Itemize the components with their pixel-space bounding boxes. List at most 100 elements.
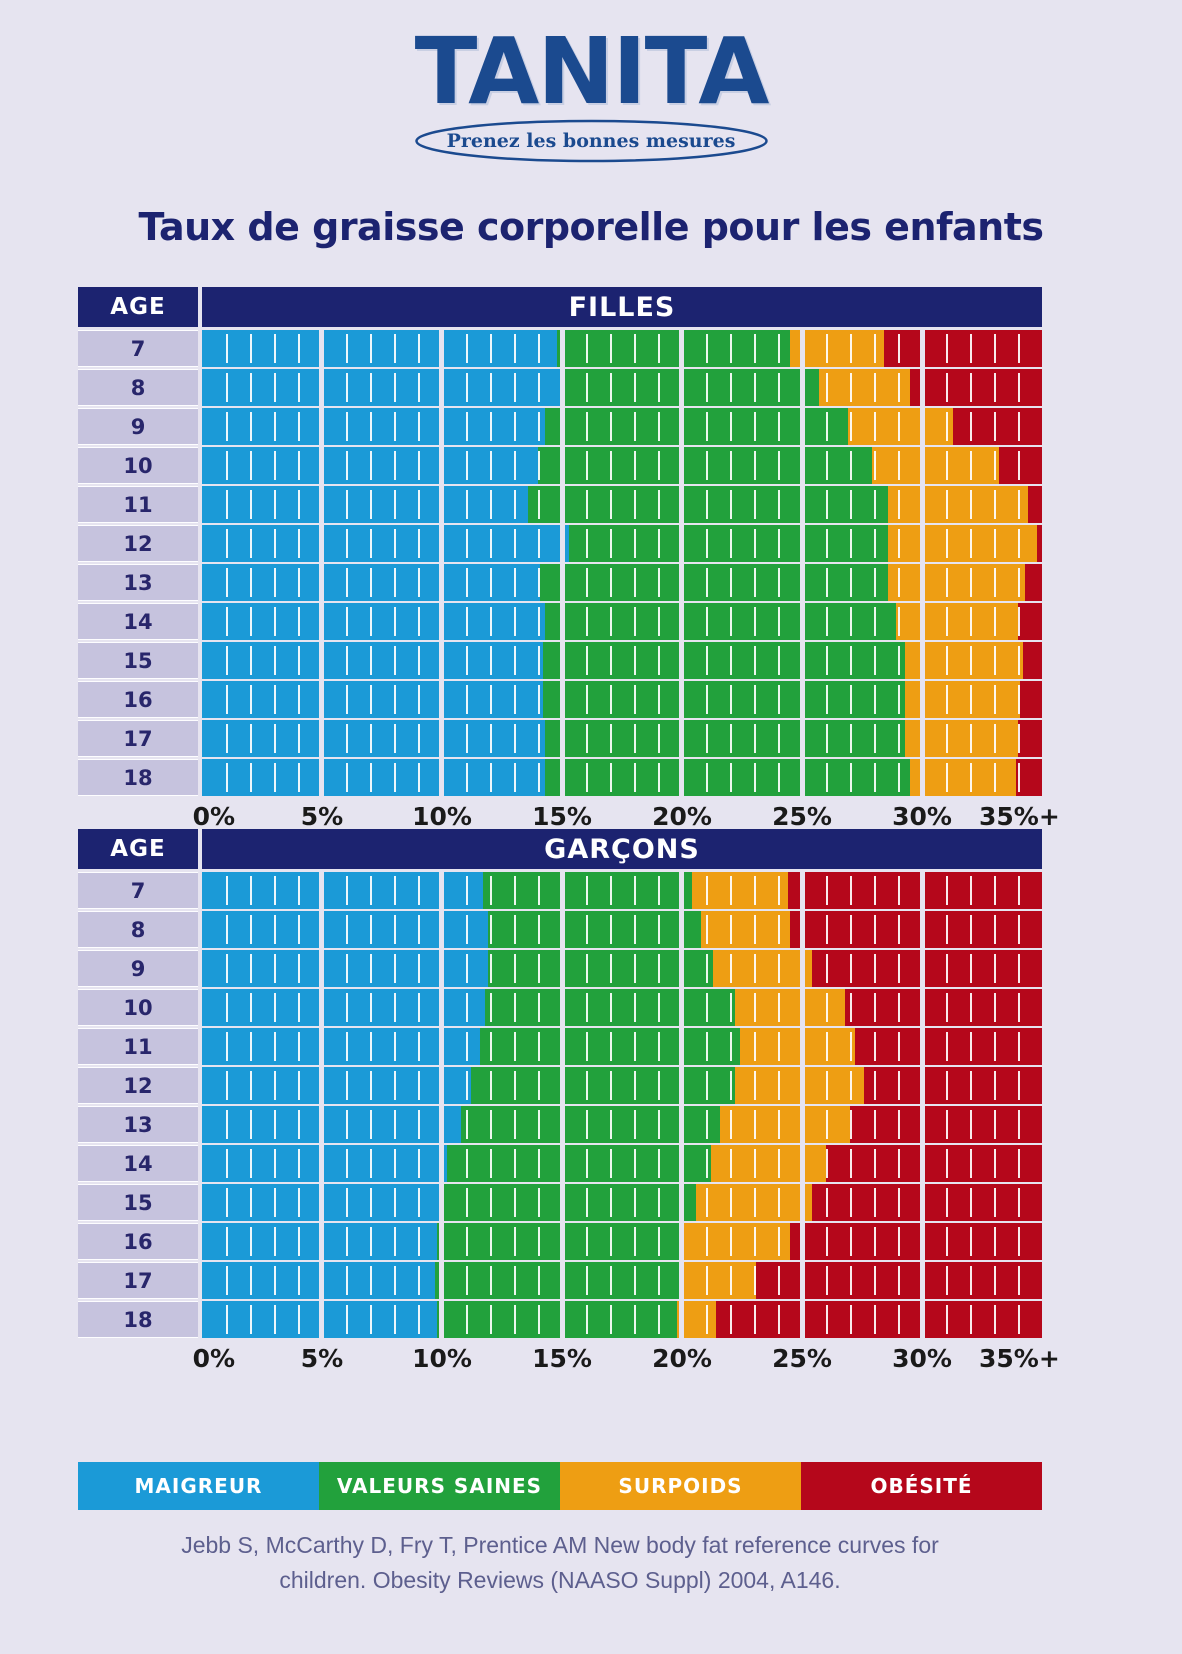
chart-girls-age-header: AGE bbox=[78, 287, 198, 327]
body-fat-bar bbox=[202, 681, 1042, 718]
block-separator bbox=[319, 1145, 325, 1182]
logo-tagline: Prenez les bonnes mesures bbox=[446, 130, 736, 153]
row-age-label: 16 bbox=[78, 681, 198, 718]
block-separator bbox=[679, 1223, 685, 1260]
axis-tick-label: 20% bbox=[652, 1344, 712, 1373]
block-separator bbox=[439, 1262, 445, 1299]
block-separator bbox=[799, 447, 805, 484]
block-separator bbox=[559, 1067, 565, 1104]
row-age-label: 17 bbox=[78, 1262, 198, 1299]
block-separator bbox=[919, 525, 925, 562]
block-separator bbox=[799, 989, 805, 1026]
block-separator bbox=[439, 720, 445, 757]
segment-obese bbox=[854, 1028, 1042, 1065]
segment-underweight bbox=[202, 408, 546, 445]
block-separator bbox=[439, 1145, 445, 1182]
block-separator bbox=[679, 1262, 685, 1299]
segment-underweight bbox=[202, 486, 529, 523]
body-fat-bar bbox=[202, 642, 1042, 679]
axis-tick-label: 35%+ bbox=[978, 1344, 1060, 1373]
block-separator bbox=[439, 642, 445, 679]
block-separator bbox=[319, 408, 325, 445]
table-row: 12 bbox=[78, 1067, 1042, 1104]
block-separator bbox=[439, 872, 445, 909]
segment-underweight bbox=[202, 603, 546, 640]
block-separator bbox=[559, 759, 565, 796]
block-separator bbox=[439, 681, 445, 718]
segment-healthy bbox=[485, 989, 735, 1026]
block-separator bbox=[319, 759, 325, 796]
row-age-label: 10 bbox=[78, 447, 198, 484]
block-separator bbox=[559, 1223, 565, 1260]
chart-boys-header: AGE GARÇONS bbox=[78, 829, 1042, 869]
block-separator bbox=[679, 447, 685, 484]
segment-underweight bbox=[202, 1028, 481, 1065]
segment-healthy bbox=[545, 603, 896, 640]
segment-obese bbox=[864, 1067, 1042, 1104]
segment-overweight bbox=[710, 1145, 826, 1182]
block-separator bbox=[679, 1028, 685, 1065]
block-separator bbox=[679, 642, 685, 679]
segment-obese bbox=[1025, 564, 1042, 601]
block-separator bbox=[559, 989, 565, 1026]
row-age-label: 7 bbox=[78, 330, 198, 367]
legend-item-maigreur: MAIGREUR bbox=[78, 1462, 319, 1510]
body-fat-bar bbox=[202, 1106, 1042, 1143]
block-separator bbox=[319, 525, 325, 562]
block-separator bbox=[559, 681, 565, 718]
block-separator bbox=[919, 1223, 925, 1260]
block-separator bbox=[679, 369, 685, 406]
body-fat-bar bbox=[202, 408, 1042, 445]
segment-obese bbox=[715, 1301, 1042, 1338]
body-fat-bar bbox=[202, 564, 1042, 601]
table-row: 16 bbox=[78, 681, 1042, 718]
segment-obese bbox=[953, 408, 1042, 445]
block-separator bbox=[919, 447, 925, 484]
row-age-label: 17 bbox=[78, 720, 198, 757]
axis-tick-label: 5% bbox=[300, 802, 344, 831]
tanita-logo: TANITA Prenez les bonnes mesures bbox=[0, 25, 1182, 163]
block-separator bbox=[919, 1067, 925, 1104]
segment-underweight bbox=[202, 989, 486, 1026]
segment-overweight bbox=[701, 911, 790, 948]
block-separator bbox=[319, 330, 325, 367]
block-separator bbox=[799, 369, 805, 406]
table-row: 10 bbox=[78, 447, 1042, 484]
block-separator bbox=[919, 486, 925, 523]
table-row: 15 bbox=[78, 1184, 1042, 1221]
segment-healthy bbox=[542, 642, 906, 679]
row-age-label: 8 bbox=[78, 369, 198, 406]
axis-tick-label: 15% bbox=[532, 1344, 592, 1373]
body-fat-bar bbox=[202, 486, 1042, 523]
axis-tick-label: 15% bbox=[532, 802, 592, 831]
axis-tick-label: 10% bbox=[412, 802, 472, 831]
block-separator bbox=[559, 1145, 565, 1182]
segment-healthy bbox=[482, 872, 692, 909]
segment-overweight bbox=[895, 603, 1018, 640]
row-age-label: 14 bbox=[78, 1145, 198, 1182]
block-separator bbox=[319, 950, 325, 987]
body-fat-bar bbox=[202, 447, 1042, 484]
block-separator bbox=[919, 1262, 925, 1299]
segment-overweight bbox=[905, 642, 1023, 679]
table-row: 11 bbox=[78, 486, 1042, 523]
block-separator bbox=[319, 1067, 325, 1104]
segment-obese bbox=[811, 950, 1042, 987]
block-separator bbox=[559, 525, 565, 562]
citation: Jebb S, McCarthy D, Fry T, Prentice AM N… bbox=[78, 1528, 1042, 1597]
axis-tick-label: 25% bbox=[772, 802, 832, 831]
block-separator bbox=[919, 681, 925, 718]
segment-obese bbox=[1018, 603, 1042, 640]
block-separator bbox=[559, 950, 565, 987]
segment-underweight bbox=[202, 872, 483, 909]
segment-healthy bbox=[480, 1028, 740, 1065]
chart-boys-rows: 7 8 9 10 11 12 13 14 15 16 17 18 bbox=[78, 872, 1042, 1338]
segment-obese bbox=[998, 447, 1042, 484]
block-separator bbox=[919, 759, 925, 796]
chart-girls: AGE FILLES 7 8 9 10 11 12 13 14 15 16 17 18 0% 5% 10%… bbox=[78, 287, 1060, 836]
block-separator bbox=[439, 1301, 445, 1338]
segment-obese bbox=[1037, 525, 1042, 562]
ellipse-shape bbox=[414, 120, 768, 163]
segment-underweight bbox=[202, 720, 546, 757]
